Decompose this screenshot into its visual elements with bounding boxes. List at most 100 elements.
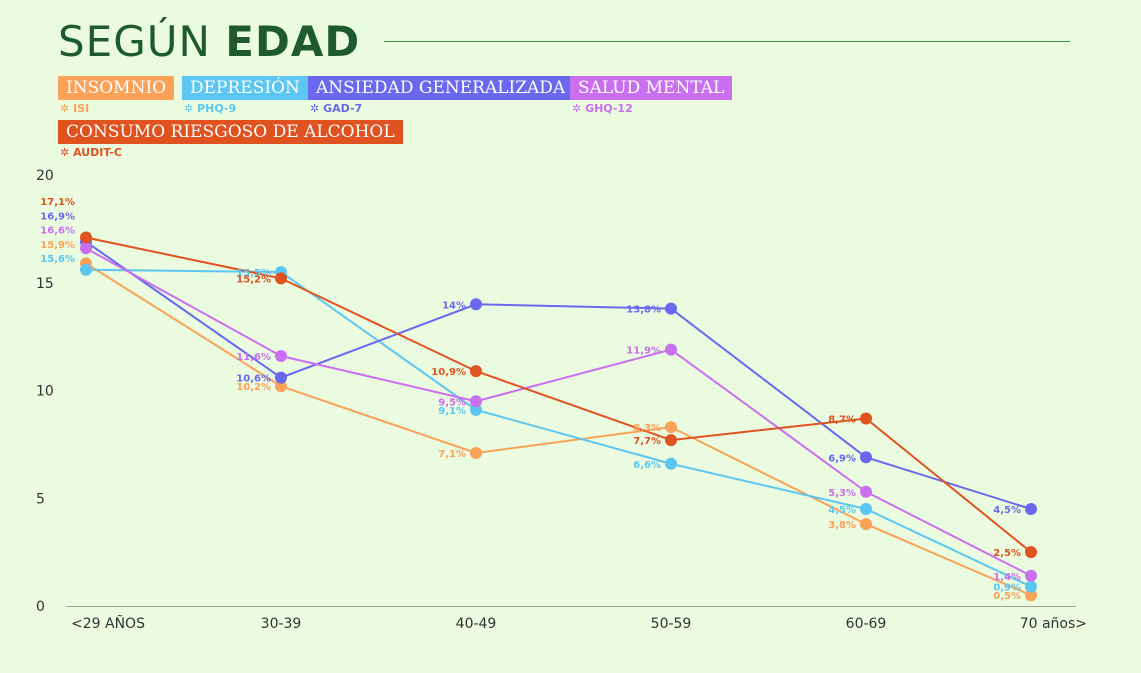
data-point — [470, 403, 482, 416]
data-label: 7,1% — [438, 449, 466, 460]
legend-scale-phq9: ✲ PHQ-9 — [184, 102, 237, 115]
legend-item-alcohol: CONSUMO RIESGOSO DE ALCOHOL ✲ AUDIT-C — [58, 120, 403, 159]
legend-scale-gad7: ✲ GAD-7 — [310, 102, 363, 115]
data-point — [1025, 580, 1037, 593]
series-line — [85, 236, 1032, 553]
data-label: 15,9% — [40, 240, 75, 251]
data-label: 10,6% — [236, 374, 271, 385]
data-label: 16,6% — [40, 226, 75, 237]
data-label: 15,2% — [236, 274, 271, 285]
legend-item-insomnio: INSOMNIO ✲ ISI — [58, 76, 175, 115]
data-label: 6,6% — [633, 460, 661, 471]
x-tick-label: 70 años> — [1020, 616, 1087, 632]
data-label: 10,2% — [236, 382, 271, 393]
data-label: 1,4% — [993, 572, 1021, 583]
data-point — [665, 457, 677, 470]
data-point — [275, 371, 287, 384]
y-tick-label: 5 — [36, 491, 45, 507]
data-point — [80, 242, 92, 255]
data-label: 6,9% — [828, 453, 856, 464]
asterisk-icon: ✲ — [60, 102, 70, 115]
legend-swatch-depresion: DEPRESIÓN — [182, 76, 308, 100]
data-label: 11,9% — [626, 346, 661, 357]
data-point — [860, 412, 872, 425]
x-tick-label: 40-49 — [456, 616, 497, 632]
data-label: 3,8% — [828, 520, 856, 531]
data-point — [665, 421, 677, 434]
title-divider — [384, 41, 1070, 42]
series-line — [85, 262, 1032, 597]
data-point — [1025, 589, 1037, 602]
title-bold: EDAD — [225, 17, 361, 66]
data-point — [860, 503, 872, 515]
data-label: 8,3% — [633, 423, 661, 434]
y-tick-label: 15 — [36, 276, 54, 292]
series-line — [85, 240, 1032, 510]
data-label: 9,5% — [438, 397, 466, 408]
data-point — [665, 343, 677, 356]
asterisk-icon: ✲ — [184, 102, 194, 115]
legend-scale-ghq12: ✲ GHQ-12 — [572, 102, 633, 115]
data-label: 17,1% — [40, 197, 75, 208]
legend-label-depresion: DEPRESIÓN — [190, 78, 300, 98]
data-point — [275, 272, 287, 285]
data-label: 0,9% — [993, 583, 1021, 594]
data-point — [860, 451, 872, 464]
data-label: 11,6% — [236, 352, 271, 363]
legend-scale-auditc: ✲ AUDIT-C — [60, 146, 122, 159]
x-tick-label: 60-69 — [846, 616, 887, 632]
data-label: 2,5% — [993, 548, 1021, 559]
data-label: 9,1% — [438, 406, 466, 417]
data-label: 4,5% — [993, 505, 1021, 516]
legend-swatch-salud-mental: SALUD MENTAL — [570, 76, 733, 100]
data-point — [470, 298, 482, 311]
legend-label-salud-mental: SALUD MENTAL — [578, 78, 725, 98]
y-tick-label: 10 — [36, 384, 54, 400]
legend-item-ansiedad: ANSIEDAD GENERALIZADA ✲ GAD-7 — [308, 76, 574, 115]
data-label: 14% — [442, 300, 466, 311]
x-tick-label: <29 AÑOS — [71, 615, 145, 632]
series-line — [85, 247, 1032, 577]
data-label: 16,9% — [40, 211, 75, 222]
data-label: 8,7% — [828, 415, 856, 426]
data-point — [860, 518, 872, 531]
title-light: SEGÚN — [58, 17, 211, 66]
data-label: 4,5% — [828, 505, 856, 516]
y-tick-label: 20 — [36, 168, 54, 184]
series-line — [85, 268, 1032, 588]
data-point — [80, 231, 92, 244]
legend-item-salud-mental: SALUD MENTAL ✲ GHQ-12 — [570, 76, 733, 115]
asterisk-icon: ✲ — [572, 102, 582, 115]
asterisk-icon: ✲ — [60, 146, 70, 159]
y-tick-label: 0 — [36, 599, 45, 615]
data-point — [665, 434, 677, 447]
data-point — [1025, 546, 1037, 559]
data-point — [470, 447, 482, 459]
data-point — [470, 395, 482, 408]
legend-label-ansiedad: ANSIEDAD GENERALIZADA — [316, 78, 566, 98]
data-point — [665, 302, 677, 315]
data-label: 15,6% — [40, 254, 75, 265]
legend-swatch-ansiedad: ANSIEDAD GENERALIZADA — [308, 76, 574, 100]
legend-label-alcohol: CONSUMO RIESGOSO DE ALCOHOL — [66, 122, 395, 142]
page-title: SEGÚN EDAD — [58, 16, 360, 68]
data-label: 0,5% — [993, 591, 1021, 602]
legend-scale-isi: ✲ ISI — [60, 102, 90, 115]
x-tick-label: 50-59 — [651, 616, 692, 632]
asterisk-icon: ✲ — [310, 102, 320, 115]
legend-label-insomnio: INSOMNIO — [66, 78, 167, 98]
data-label: 5,3% — [828, 488, 856, 499]
legend-item-depresion: DEPRESIÓN ✲ PHQ-9 — [182, 76, 308, 115]
data-label: 10,9% — [431, 367, 466, 378]
x-tick-label: 30-39 — [261, 616, 302, 632]
data-point — [1025, 503, 1037, 515]
data-label: 13,8% — [626, 305, 661, 316]
legend-swatch-insomnio: INSOMNIO — [58, 76, 175, 100]
data-point — [80, 263, 92, 276]
data-point — [470, 365, 482, 378]
data-point — [275, 350, 287, 362]
data-label: 15,5% — [236, 268, 271, 279]
data-point — [1025, 569, 1037, 582]
data-label: 7,7% — [633, 436, 661, 447]
